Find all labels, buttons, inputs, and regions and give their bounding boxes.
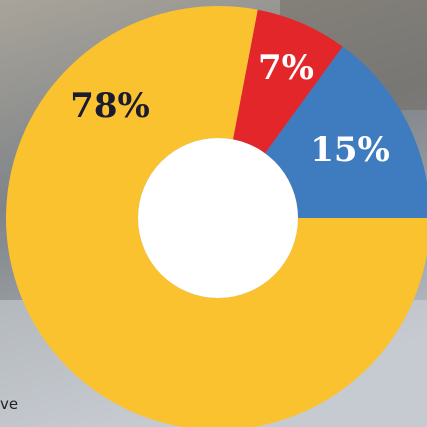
background-text: ve (0, 395, 18, 413)
segment-label: 78% (70, 86, 150, 126)
donut-segment (232, 9, 343, 154)
donut-segment (265, 46, 427, 218)
segment-label: 15% (310, 130, 390, 170)
donut-hole (138, 138, 298, 298)
segment-label: 7% (258, 48, 314, 88)
donut-segment (6, 6, 427, 427)
